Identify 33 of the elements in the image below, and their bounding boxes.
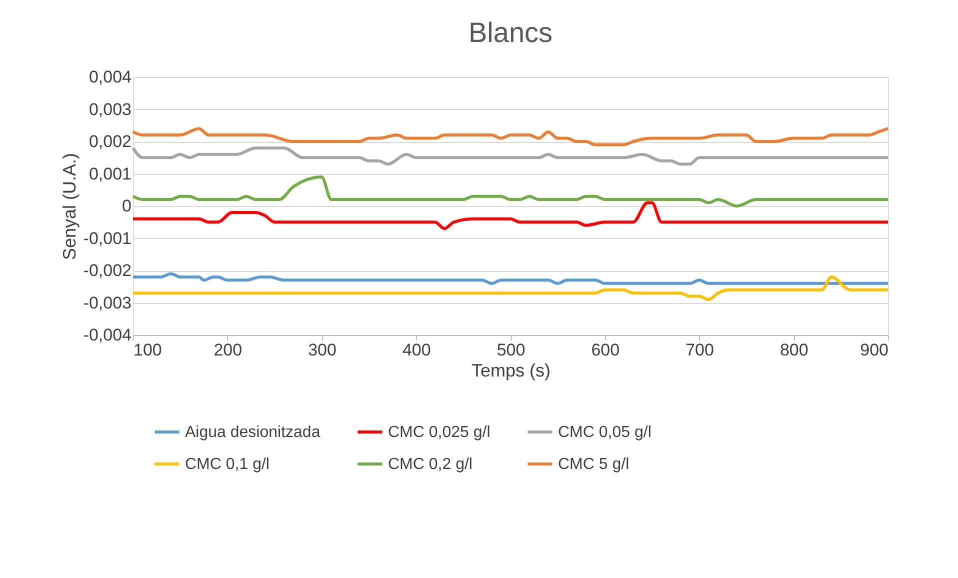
y-tick-label: 0,001 — [88, 164, 132, 184]
line-series — [132, 175, 890, 208]
y-tick-label: 0,002 — [88, 132, 132, 151]
legend-label: Aigua desionitzada — [185, 424, 320, 441]
line-series — [132, 272, 890, 285]
x-tick-label: 600 — [591, 340, 620, 360]
x-tick-label: 100 — [134, 340, 162, 360]
x-tick-label: 400 — [402, 340, 431, 360]
legend-label: CMC 0,025 g/l — [388, 424, 490, 441]
line-series — [132, 146, 890, 166]
y-tick-label: -0,003 — [83, 293, 132, 312]
line-series — [132, 201, 890, 230]
x-tick-label: 700 — [686, 340, 714, 360]
y-tick-label: -0,001 — [83, 228, 132, 248]
y-tick-label: -0,004 — [83, 326, 132, 344]
line-series — [132, 127, 890, 146]
y-tick-label: 0 — [122, 196, 132, 216]
line-series — [132, 275, 890, 302]
legend-label: CMC 5 g/l — [558, 456, 630, 473]
x-tick-label: 500 — [496, 340, 526, 360]
x-tick-label: 300 — [308, 340, 336, 360]
x-tick-label: 200 — [214, 340, 242, 360]
y-tick-label: 0,004 — [88, 68, 132, 86]
y-axis-title: Senyal (U.A.) — [59, 152, 80, 260]
x-tick-label: 800 — [780, 340, 808, 360]
legend-label: CMC 0,05 g/l — [558, 424, 652, 441]
legend-label: CMC 0,1 g/l — [185, 456, 270, 473]
y-tick-label: -0,002 — [83, 261, 132, 280]
legend-label: CMC 0,2 g/l — [388, 456, 472, 473]
chart-title: Blancs — [468, 17, 553, 48]
x-tick-label: 900 — [860, 340, 888, 360]
x-axis-title: Temps (s) — [471, 360, 551, 380]
y-tick-label: 0,003 — [88, 100, 132, 119]
